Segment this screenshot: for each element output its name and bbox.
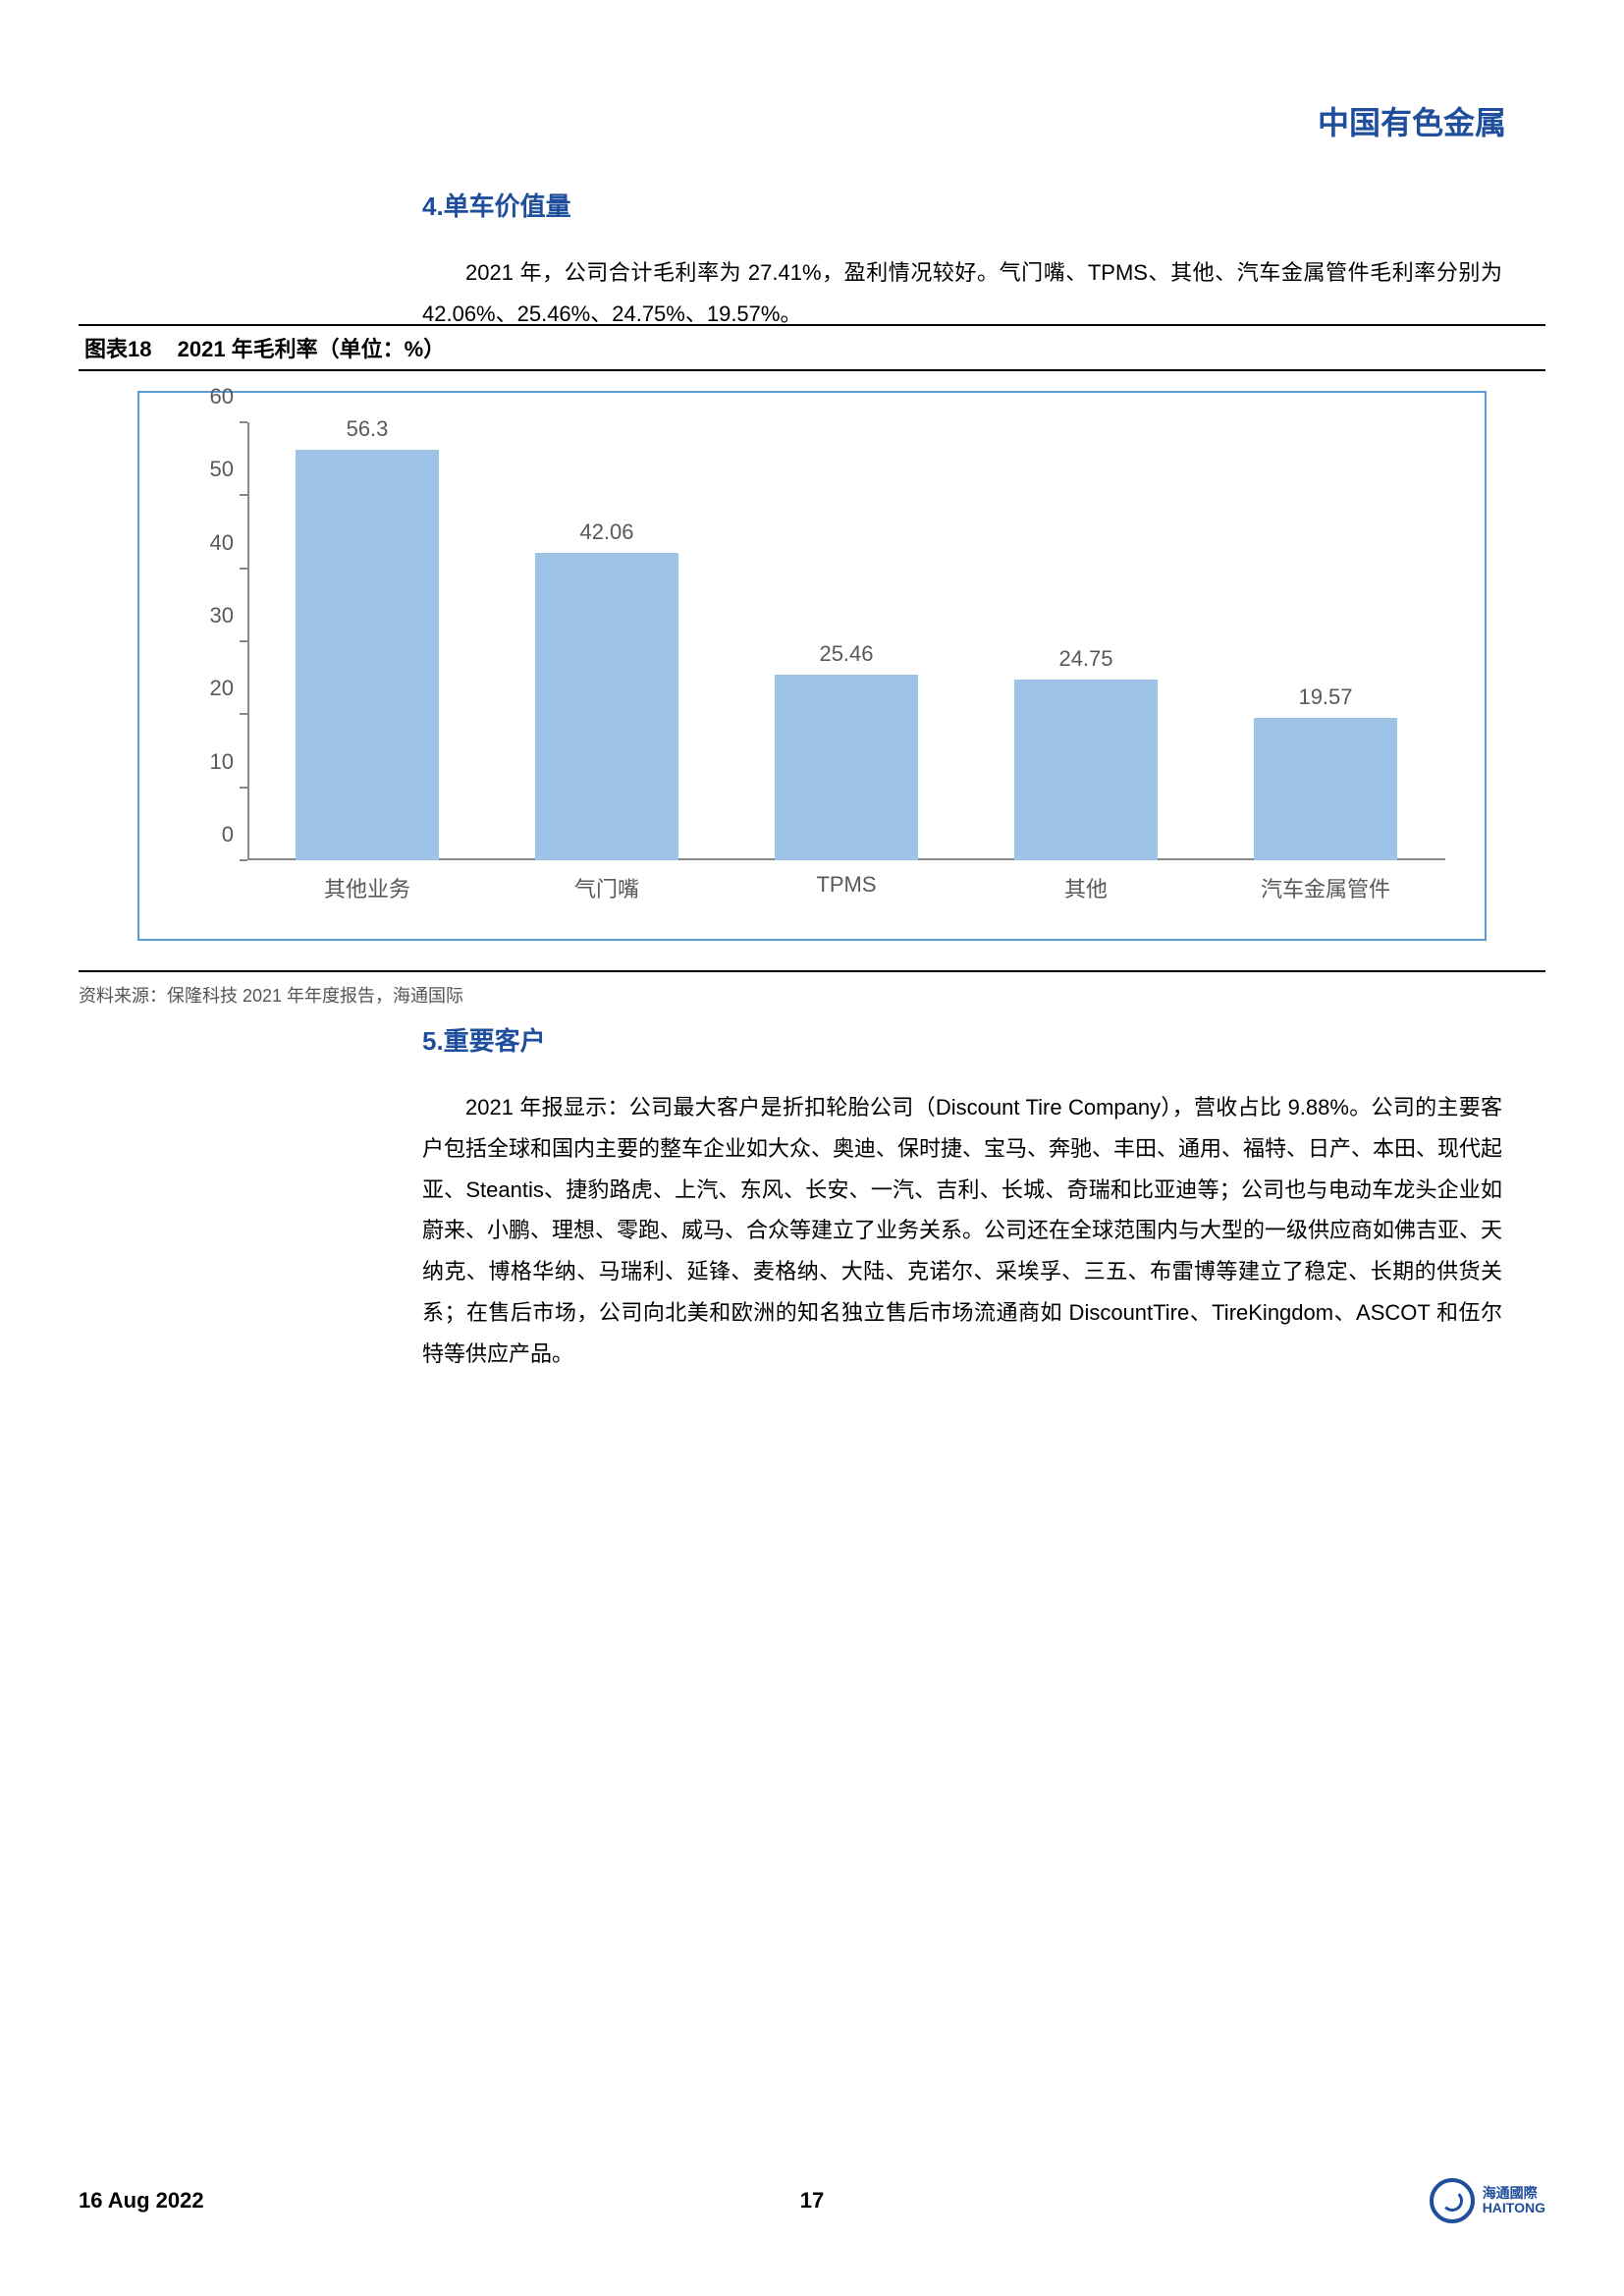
bar-value-label: 19.57 — [1254, 684, 1397, 710]
y-tick-label: 60 — [210, 384, 234, 410]
y-tick-label: 20 — [210, 676, 234, 701]
logo-cn: 海通國際 — [1483, 2186, 1545, 2201]
plot-area: 010203040506056.3其他业务42.06气门嘴25.46TPMS24… — [247, 422, 1445, 860]
y-tick-label: 30 — [210, 603, 234, 629]
y-tick — [240, 568, 247, 570]
footer-page-number: 17 — [800, 2188, 824, 2214]
y-tick-label: 40 — [210, 530, 234, 556]
bar-0: 56.3 — [296, 450, 439, 860]
chart-source: 资料来源：保隆科技 2021 年年度报告，海通国际 — [79, 970, 1545, 1008]
y-tick — [240, 859, 247, 861]
x-category-label: TPMS — [727, 872, 966, 898]
y-tick — [240, 640, 247, 642]
haitong-logo-text: 海通國際 HAITONG — [1483, 2186, 1545, 2216]
x-category-label: 汽车金属管件 — [1206, 872, 1445, 903]
footer-logo: 海通國際 HAITONG — [1430, 2178, 1545, 2223]
x-category-label: 气门嘴 — [487, 872, 727, 903]
haitong-logo-icon — [1430, 2178, 1475, 2223]
y-tick-label: 0 — [222, 822, 234, 847]
bar-3: 24.75 — [1014, 680, 1158, 860]
bar-2: 25.46 — [775, 675, 918, 860]
page-header-title: 中国有色金属 — [1318, 98, 1506, 143]
bar-value-label: 24.75 — [1014, 646, 1158, 672]
bar-value-label: 56.3 — [296, 416, 439, 442]
x-category-label: 其他 — [966, 872, 1206, 903]
y-tick — [240, 421, 247, 423]
bar-4: 19.57 — [1254, 718, 1397, 860]
section-4: 4.单车价值量 2021 年，公司合计毛利率为 27.41%，盈利情况较好。气门… — [422, 187, 1502, 335]
logo-en: HAITONG — [1483, 2201, 1545, 2215]
page-footer: 16 Aug 2022 17 海通國際 HAITONG — [0, 2188, 1624, 2237]
bar-1: 42.06 — [535, 553, 678, 860]
chart-title: 2021 年毛利率（单位：%） — [178, 337, 446, 361]
chart-box: 010203040506056.3其他业务42.06气门嘴25.46TPMS24… — [137, 391, 1487, 941]
y-tick — [240, 713, 247, 715]
section-5: 5.重要客户 2021 年报显示：公司最大客户是折扣轮胎公司（Discount … — [422, 1021, 1502, 1375]
chart-18-block: 图表18 2021 年毛利率（单位：%） 010203040506056.3其他… — [79, 324, 1545, 1008]
bar-value-label: 42.06 — [535, 519, 678, 545]
bar-value-label: 25.46 — [775, 641, 918, 667]
y-tick-label: 50 — [210, 457, 234, 482]
section-4-title: 4.单车价值量 — [422, 187, 1502, 223]
section-5-body: 2021 年报显示：公司最大客户是折扣轮胎公司（Discount Tire Co… — [422, 1087, 1502, 1375]
chart-number: 图表18 — [84, 337, 151, 361]
chart-caption: 图表18 2021 年毛利率（单位：%） — [79, 324, 1545, 371]
footer-date: 16 Aug 2022 — [79, 2188, 204, 2214]
y-tick — [240, 787, 247, 789]
x-category-label: 其他业务 — [247, 872, 487, 903]
section-5-title: 5.重要客户 — [422, 1021, 1502, 1058]
y-axis — [247, 422, 249, 860]
y-tick-label: 10 — [210, 749, 234, 775]
y-tick — [240, 494, 247, 496]
section-4-body: 2021 年，公司合计毛利率为 27.41%，盈利情况较好。气门嘴、TPMS、其… — [422, 252, 1502, 335]
